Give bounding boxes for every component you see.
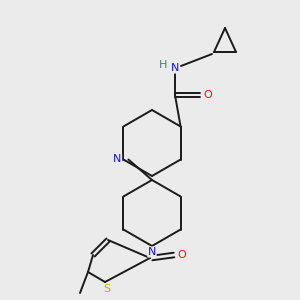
- Text: N: N: [113, 154, 122, 164]
- Text: H: H: [159, 60, 167, 70]
- Text: O: O: [204, 90, 212, 100]
- Text: O: O: [178, 250, 186, 260]
- Text: N: N: [171, 63, 179, 73]
- Text: S: S: [103, 284, 111, 294]
- Text: N: N: [148, 247, 156, 257]
